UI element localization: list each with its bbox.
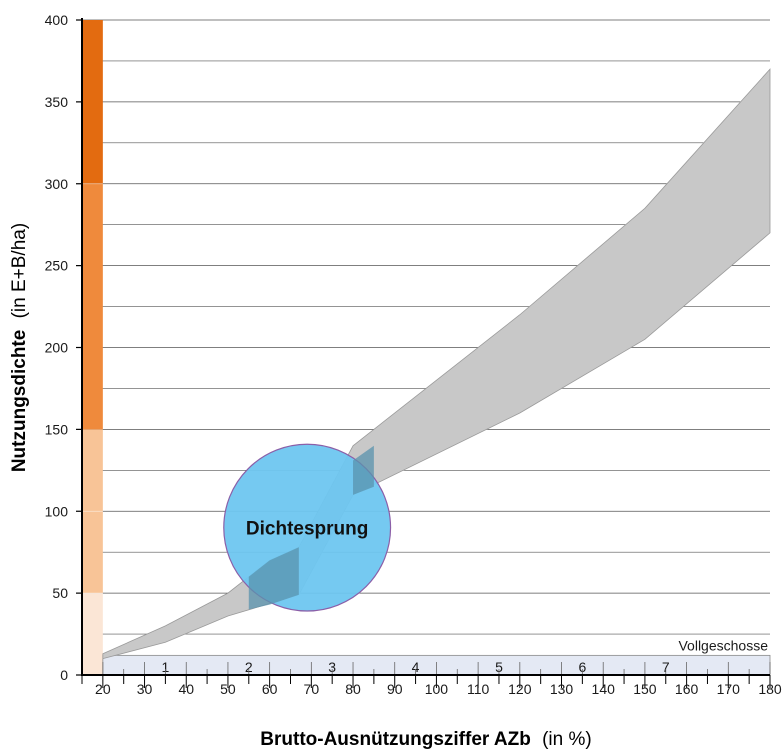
density-scale-segment xyxy=(82,593,103,675)
x-axis-title: Brutto-Ausnützungsziffer AZb (in %) xyxy=(260,729,591,750)
density-color-scale xyxy=(82,20,103,675)
x-tick-label: 140 xyxy=(592,681,616,697)
floor-number: 4 xyxy=(412,659,420,675)
grid-lines xyxy=(82,19,770,635)
x-tick-label: 20 xyxy=(95,681,111,697)
density-scale-segment xyxy=(82,20,103,184)
axes xyxy=(81,18,770,676)
y-axis-title: Nutzungsdichte (in E+B/ha) xyxy=(9,223,30,472)
x-tick-label: 70 xyxy=(304,681,320,697)
y-axis-title-unit: (in E+B/ha) xyxy=(9,223,30,319)
vollgeschosse-label: Vollgeschosse xyxy=(678,637,768,653)
x-tick-label: 110 xyxy=(467,681,490,697)
density-range-band xyxy=(102,68,771,660)
y-tick-label: 250 xyxy=(45,258,69,274)
y-tick-label: 350 xyxy=(45,94,69,110)
x-tick-label: 130 xyxy=(550,681,574,697)
floor-number: 5 xyxy=(495,659,503,675)
x-axis-title-unit: (in %) xyxy=(542,729,592,750)
floor-number: 7 xyxy=(662,659,670,675)
x-tick-label: 160 xyxy=(675,681,699,697)
floor-number: 6 xyxy=(578,659,586,675)
density-scale-segment xyxy=(82,183,103,430)
floor-number: 2 xyxy=(245,659,253,675)
x-tick-label: 120 xyxy=(508,681,532,697)
x-tick-label: 100 xyxy=(425,681,449,697)
x-tick-label: 50 xyxy=(220,681,236,697)
y-tick-label: 200 xyxy=(45,340,69,356)
floor-number: 1 xyxy=(161,659,169,675)
x-tick-label: 180 xyxy=(758,681,782,697)
x-tick-label: 90 xyxy=(387,681,403,697)
y-tick-label: 100 xyxy=(45,503,69,519)
y-tick-label: 400 xyxy=(45,12,69,28)
x-tick-label: 170 xyxy=(717,681,741,697)
x-tick-label: 60 xyxy=(262,681,278,697)
x-tick-label: 80 xyxy=(345,681,361,697)
y-axis-title-main: Nutzungsdichte xyxy=(9,330,30,473)
dichtesprung-annotation: Dichtesprung xyxy=(223,443,392,612)
density-range-area xyxy=(102,68,771,660)
y-tick-label: 50 xyxy=(52,585,68,601)
x-tick-label: 40 xyxy=(178,681,194,697)
y-tick-label: 0 xyxy=(60,667,68,683)
tick-labels: 0 50 100 150 200 250 300 350 400 20 30 40 50 60 70 80 90… xyxy=(45,12,782,697)
dichtesprung-label: Dichtesprung xyxy=(246,519,368,540)
dichtesprung-overlap xyxy=(248,445,374,610)
y-tick-label: 150 xyxy=(45,421,69,437)
y-tick-label: 300 xyxy=(45,176,69,192)
x-tick-label: 30 xyxy=(137,681,153,697)
floor-number: 3 xyxy=(328,659,336,675)
x-axis-title-main: Brutto-Ausnützungsziffer AZb xyxy=(260,729,531,750)
x-tick-label: 150 xyxy=(633,681,657,697)
